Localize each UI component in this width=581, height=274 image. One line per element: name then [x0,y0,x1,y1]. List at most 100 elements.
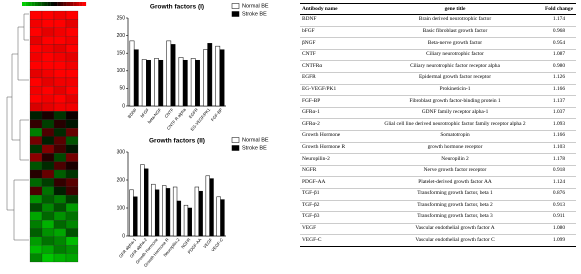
color-key-step [63,2,67,6]
table-cell: TGF-β3 [300,211,368,224]
column-header: Antibody name [300,3,368,15]
heatmap-cell [29,94,43,104]
bar [154,189,160,237]
column-header: gene title [368,3,542,15]
table-row: CNTFRα Ciliary neurotrophic factor recept… [300,60,576,73]
heatmap-cell [53,245,67,254]
table-row: NGFR Nerve growth factor receptor 0.918 [300,165,576,178]
x-tick-label: VEGF-C [210,237,224,252]
y-tick-label: 100 [117,205,126,211]
bar [183,204,189,237]
table-row: GFRα-2 Glial cell line derived neurotroph… [300,118,576,131]
heatmap-cell [29,228,43,238]
heatmap-cell [41,211,55,221]
heatmap-cell [41,203,55,212]
table-cell: Transforming growth factor, beta 2 [368,200,542,213]
heatmap-cell [41,128,55,137]
table-cell: Beta-nerve growth factor [368,37,542,50]
table-cell: 1.099 [542,234,576,247]
heatmap-cell [41,19,55,28]
color-key-step [25,2,29,6]
heatmap-cell [41,169,55,179]
table-cell: TGF-β2 [300,200,368,213]
heatmap-cell [53,144,67,154]
table-cell: 1.166 [542,84,576,97]
x-tick-label: FGF-BP [210,107,224,122]
heatmap-cell [65,144,79,154]
y-tick-label: 50 [119,86,125,92]
heatmap-cell [65,128,79,137]
x-tick-label: CNTF [163,107,174,119]
color-key-step [76,2,80,6]
table-cell: Fibroblast growth factor-binding protein… [368,95,542,108]
bar [144,168,149,237]
bar [205,175,210,237]
heatmap-cell [53,69,67,79]
heatmap-cell [65,245,79,254]
color-key-step [41,2,45,6]
table-row: EG-VEGF/PK1 Prokineticin-1 1.166 [300,84,576,97]
table-row: VEGF-C Vascular endothelial growth factor… [300,234,576,247]
heatmap-cell [29,77,43,87]
bar [141,59,147,107]
heatmap-cell [65,253,79,263]
heatmap-cell [53,211,67,221]
bar [162,185,167,237]
heatmap-cell [65,236,79,246]
table-cell: 1.103 [542,142,576,155]
table-cell: Brain derived neurotrophic factor [368,14,542,27]
heatmap-cell [65,153,79,162]
table-row: TGF-β1 Transforming growth factor, beta 1… [300,188,576,201]
table-row: EGFR Epidermal growth factor receptor 1.12… [300,72,576,85]
color-key-step [31,2,35,6]
heatmap-cell [29,245,43,254]
table-cell: 1.126 [542,72,576,85]
bar [207,43,213,107]
heatmap-cell [29,136,43,145]
y-tick-label: 100 [117,68,126,74]
heatmap-cell [29,169,43,179]
y-tick-label: 200 [117,177,126,183]
heatmap-cell [53,111,67,120]
bar [154,58,159,107]
heatmap-cell [41,194,55,204]
heatmap-cell [41,111,55,120]
table-cell: Glial cell line derived neurotrophic fac… [368,118,542,131]
table-cell: GDNF family receptor alpha-1 [368,107,542,120]
table-cell: CNTF [300,49,368,62]
heatmap-cell [53,128,67,137]
heatmap-cell [65,178,79,187]
fold-change-table: Antibody name gene title Fold change BDNF B… [300,3,576,247]
bar [190,58,196,107]
bar [133,196,138,237]
bar [129,40,135,107]
heatmap-cell [29,19,43,28]
heatmap-cell [53,19,67,28]
heatmap-cell [29,61,43,70]
bar [146,59,151,107]
table-row: TGF-β2 Transforming growth factor, beta 2… [300,200,576,213]
heatmap-cell [53,27,67,37]
table-cell: Growth Hormone R [300,142,368,155]
table-cell: Somatotropin [368,130,542,143]
table-cell: GFRα-2 [300,118,368,131]
heatmap-cell [65,211,79,221]
table-cell: 0.954 [542,37,576,50]
heatmap-cell [65,77,79,87]
color-key-step [82,2,87,6]
heatmap-cell [41,186,55,196]
bar [151,183,156,237]
heatmap-cell [29,111,43,120]
legend-label: Normal BE [242,137,269,143]
heatmap-cell [65,186,79,196]
heatmap-cell [41,35,55,45]
heatmap-cell [65,10,79,20]
heatmap-cell [41,52,55,62]
bar [178,57,184,107]
table-cell: Platelet-derived growth factor AA [368,176,542,189]
heatmap-cell [41,178,55,187]
y-tick-label: 150 [117,51,126,57]
table-row: Growth Hormone Somatotropin 1.166 [300,130,576,143]
table-cell: EGFR [300,72,368,85]
heatmap-cell [53,169,67,179]
